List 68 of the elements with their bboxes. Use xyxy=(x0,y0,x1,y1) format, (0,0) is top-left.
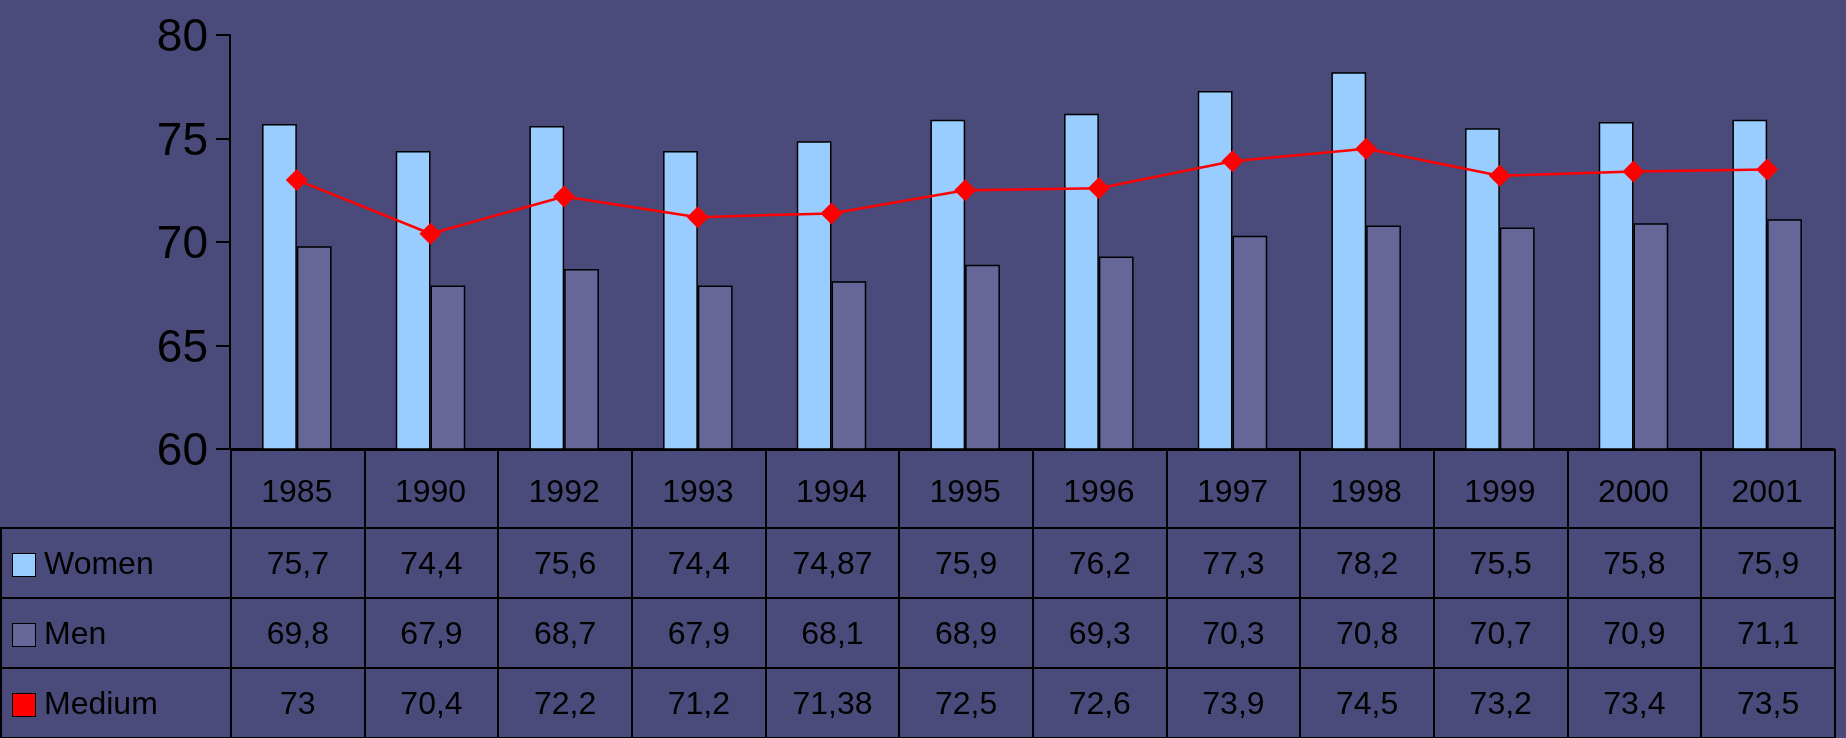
point xyxy=(954,179,977,202)
x-tick-label: 1995 xyxy=(929,473,1001,509)
data-label: 71,1 xyxy=(1701,598,1835,668)
x-tick-label: 1993 xyxy=(662,473,734,509)
x-tick-label: 2001 xyxy=(1731,473,1803,509)
data-label: 67,9 xyxy=(364,598,499,668)
data-label: 70,4 xyxy=(364,668,499,738)
point xyxy=(820,202,843,225)
data-label: 70,3 xyxy=(1166,598,1301,668)
data-label: 74,87 xyxy=(765,528,900,598)
data-label: 72,2 xyxy=(498,668,632,738)
point xyxy=(686,206,709,229)
x-tick-label: 2000 xyxy=(1597,473,1670,509)
data-label: 77,3 xyxy=(1166,528,1301,598)
x-tick-label: 1985 xyxy=(261,473,333,509)
y-tick-label: 80 xyxy=(156,9,208,61)
data-label: 71,2 xyxy=(631,668,766,738)
data-label: 74,4 xyxy=(364,528,499,598)
data-label: 75,9 xyxy=(899,528,1033,598)
point xyxy=(553,185,576,208)
legend-label: Medium xyxy=(1,668,231,738)
data-label: 73,5 xyxy=(1701,668,1835,738)
legend-label: Women xyxy=(1,528,231,598)
y-tick-label: 65 xyxy=(156,319,208,372)
legend-label: Men xyxy=(1,598,231,668)
data-label: 75,8 xyxy=(1567,528,1702,598)
data-label: 68,9 xyxy=(899,598,1033,668)
data-label: 72,6 xyxy=(1032,668,1167,738)
x-tick-label: 1999 xyxy=(1464,473,1536,509)
y-tick-label: 60 xyxy=(156,423,208,475)
data-label: 69,8 xyxy=(231,598,365,668)
data-label: 73,4 xyxy=(1567,668,1702,738)
x-tick-label: 1992 xyxy=(528,473,600,509)
point xyxy=(1756,158,1779,181)
data-label: 75,5 xyxy=(1433,528,1568,598)
data-label: 75,6 xyxy=(498,528,632,598)
point xyxy=(1488,164,1511,187)
x-tick-label: 1997 xyxy=(1196,473,1269,509)
x-tick-label: 1990 xyxy=(394,473,467,509)
point xyxy=(1355,137,1378,160)
data-label: 76,2 xyxy=(1032,528,1167,598)
y-tick-label: 70 xyxy=(156,216,208,268)
point xyxy=(1087,177,1110,200)
y-tick-label: 75 xyxy=(156,112,208,165)
data-label: 75,9 xyxy=(1701,528,1835,598)
x-tick-label: 1998 xyxy=(1330,473,1402,509)
point xyxy=(1221,150,1244,173)
data-label: 73,2 xyxy=(1433,668,1568,738)
point xyxy=(419,222,442,245)
point xyxy=(285,168,308,191)
data-label: 67,9 xyxy=(631,598,766,668)
data-label: 75,7 xyxy=(231,528,365,598)
data-label: 68,1 xyxy=(765,598,900,668)
data-label: 70,9 xyxy=(1567,598,1702,668)
data-label: 68,7 xyxy=(498,598,632,668)
data-label: 78,2 xyxy=(1300,528,1434,598)
data-label: 73,9 xyxy=(1166,668,1301,738)
data-label: 70,8 xyxy=(1300,598,1434,668)
data-label: 74,5 xyxy=(1300,668,1434,738)
data-label: 71,38 xyxy=(765,668,900,738)
data-label: 69,3 xyxy=(1032,598,1167,668)
data-label: 72,5 xyxy=(899,668,1033,738)
data-label: 70,7 xyxy=(1433,598,1568,668)
x-tick-label: 1996 xyxy=(1063,473,1135,509)
data-label: 74,4 xyxy=(631,528,766,598)
point xyxy=(1622,160,1645,183)
data-label: 73 xyxy=(231,668,365,738)
x-tick-label: 1994 xyxy=(795,473,868,509)
